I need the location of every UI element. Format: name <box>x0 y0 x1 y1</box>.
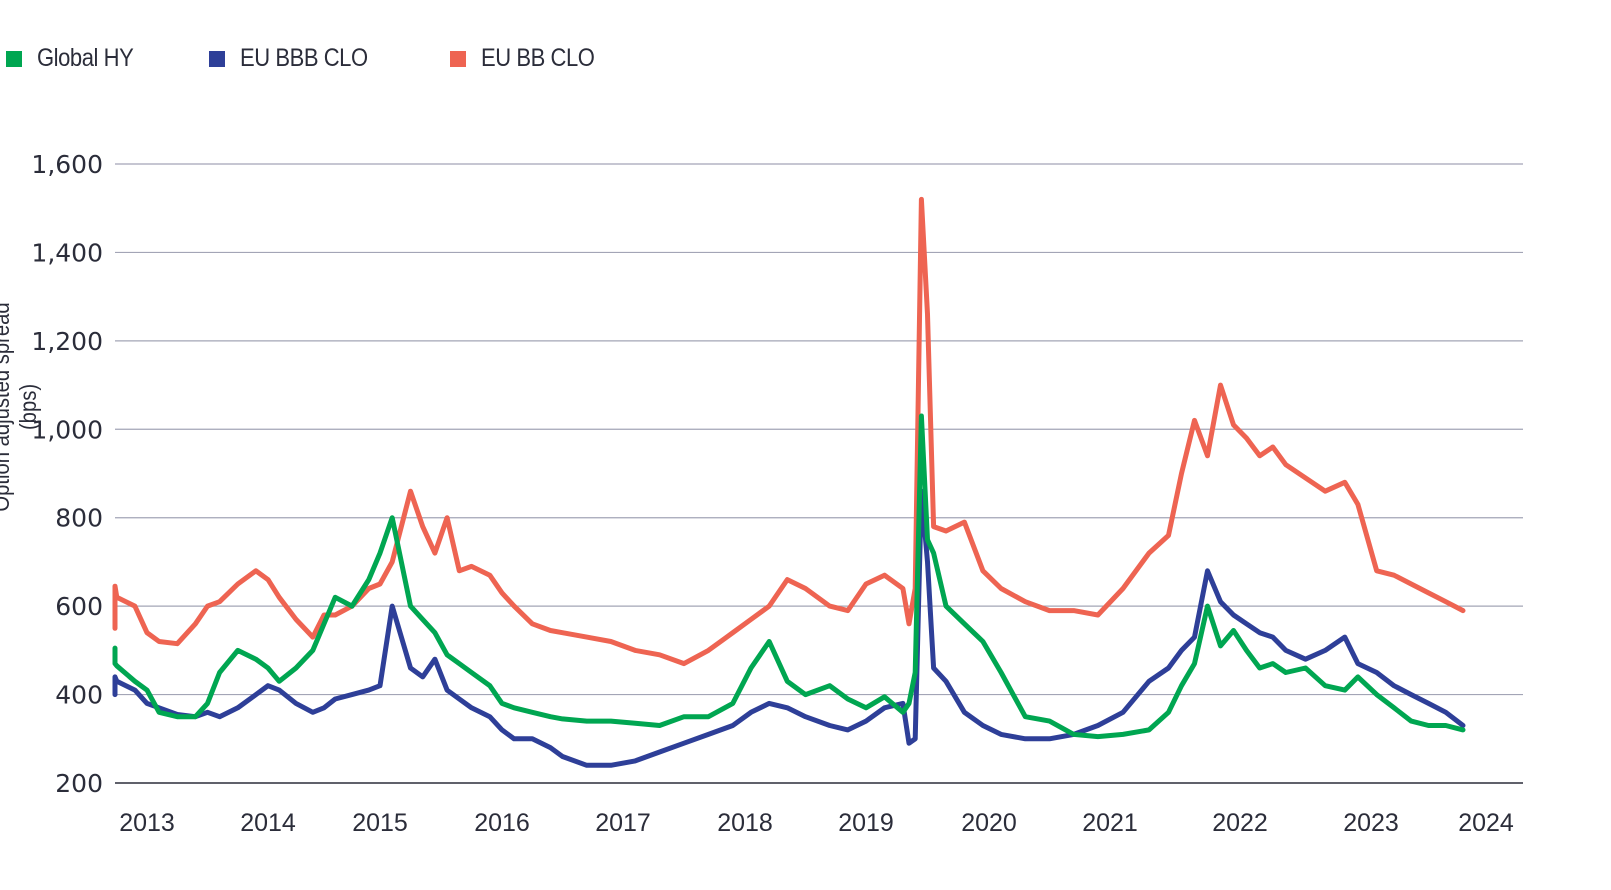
y-axis-ticks: 200 400 600 800 1,000 1,200 1,400 1,600 <box>31 150 103 798</box>
x-tick-label: 2013 <box>119 809 175 837</box>
series-line-global-hy <box>112 413 1466 740</box>
legend-item-eu-bbb-clo: EU BBB CLO <box>209 44 385 73</box>
x-axis-ticks: 2013 2014 2015 2016 2017 2018 2019 2020 2021 2022… <box>119 809 1514 837</box>
x-tick-label: 2016 <box>474 809 530 837</box>
x-tick-label: 2022 <box>1212 809 1268 837</box>
series-lines <box>112 196 1466 768</box>
x-tick-label: 2017 <box>595 809 651 837</box>
legend-swatch-eu-bb-clo <box>450 50 466 67</box>
y-tick-label: 1,400 <box>31 238 103 267</box>
legend-label: EU BB CLO <box>481 44 595 72</box>
x-tick-label: 2024 <box>1458 809 1514 837</box>
x-tick-label: 2020 <box>961 809 1017 837</box>
x-tick-label: 2023 <box>1343 809 1399 837</box>
series-line-eu-bbb-clo <box>112 488 1466 768</box>
x-tick-label: 2019 <box>838 809 894 837</box>
legend-label: EU BBB CLO <box>240 44 368 72</box>
x-tick-label: 2021 <box>1082 809 1138 837</box>
legend-item-eu-bb-clo: EU BB CLO <box>450 44 610 73</box>
y-tick-label: 1,600 <box>31 150 103 179</box>
x-tick-label: 2014 <box>240 809 296 837</box>
y-tick-label: 1,000 <box>31 415 103 444</box>
series-line-eu-bb-clo <box>112 196 1466 667</box>
legend-swatch-eu-bbb-clo <box>209 50 225 67</box>
y-tick-label: 1,200 <box>31 327 103 356</box>
x-tick-label: 2018 <box>717 809 773 837</box>
y-tick-label: 200 <box>55 769 103 798</box>
y-tick-label: 600 <box>55 592 103 621</box>
x-tick-label: 2015 <box>352 809 408 837</box>
legend-swatch-global-hy <box>6 50 22 67</box>
legend-label: Global HY <box>37 44 134 72</box>
y-tick-label: 400 <box>55 681 103 710</box>
y-tick-label: 800 <box>55 504 103 533</box>
legend-item-global-hy: Global HY <box>6 44 146 73</box>
